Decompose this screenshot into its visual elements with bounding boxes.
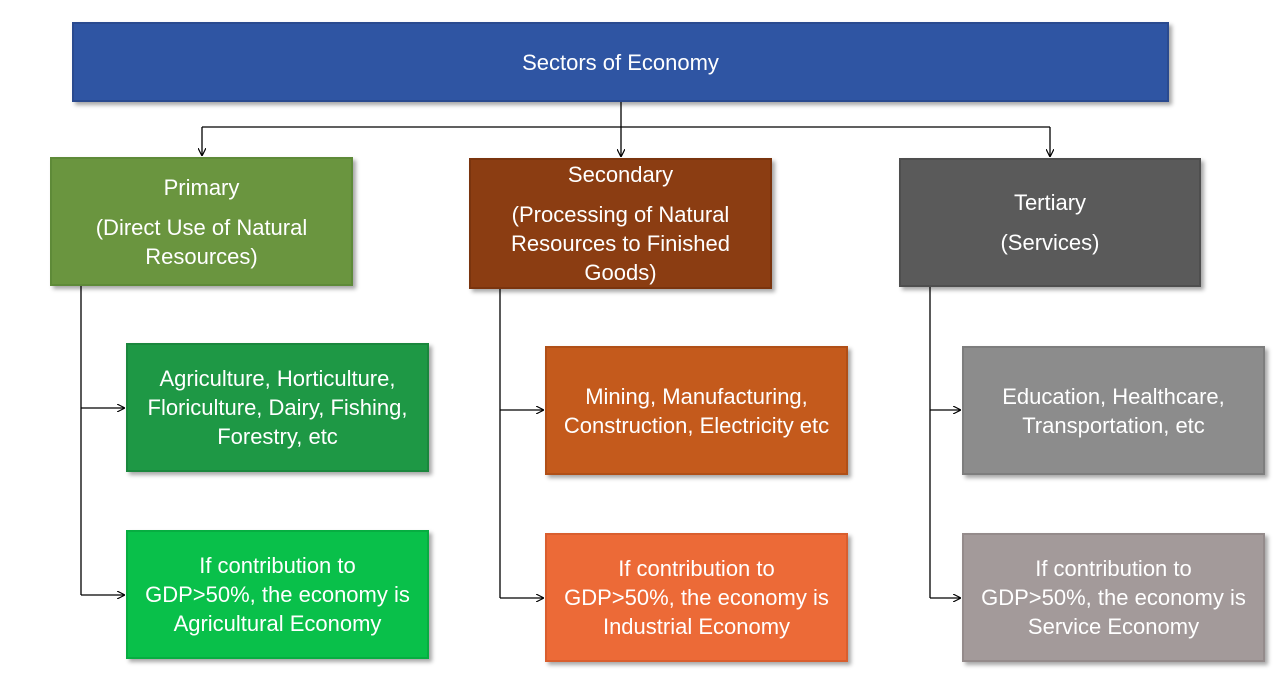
tertiary-economy-line-3: Service Economy (1027, 614, 1200, 639)
secondary-sector-name: Secondary (567, 162, 674, 187)
secondary-economy-line-1: If contribution to (618, 556, 775, 581)
primary-examples-line-3: Forestry, etc (217, 424, 338, 449)
primary-economy-line-2: GDP>50%, the economy is (145, 582, 410, 607)
primary-examples-line-1: Agriculture, Horticulture, (159, 366, 396, 391)
primary-economy-line-1: If contribution to (199, 553, 356, 578)
secondary-economy-line-2: GDP>50%, the economy is (564, 585, 829, 610)
tertiary-economy-line-1: If contribution to (1035, 556, 1192, 581)
secondary-economy-box: If contribution to GDP>50%, the economy … (545, 533, 848, 662)
secondary-examples-line-2: Construction, Electricity etc (563, 412, 830, 438)
primary-sector-box: Primary (Direct Use of Natural Resources… (50, 157, 353, 286)
tertiary-sector-name: Tertiary (1013, 190, 1087, 215)
tertiary-examples-line-1: Education, Healthcare, (1002, 383, 1225, 409)
tertiary-examples-line-2: Transportation, etc (1022, 412, 1205, 438)
secondary-description-line-2: Resources to Finished (511, 231, 730, 256)
primary-examples-box: Agriculture, Horticulture, Floriculture,… (126, 343, 429, 472)
title-text: Sectors of Economy (522, 49, 719, 75)
tertiary-economy-box: If contribution to GDP>50%, the economy … (962, 533, 1265, 662)
primary-economy-box: If contribution to GDP>50%, the economy … (126, 530, 429, 659)
tertiary-sector-box: Tertiary (Services) (899, 158, 1201, 287)
primary-examples-line-2: Floriculture, Dairy, Fishing, (147, 395, 408, 420)
tertiary-description-line-1: (Services) (1000, 230, 1100, 255)
secondary-economy-line-3: Industrial Economy (602, 614, 791, 639)
primary-description-line-2: Resources) (145, 243, 258, 269)
tertiary-examples-box: Education, Healthcare, Transportation, e… (962, 346, 1265, 475)
title-box: Sectors of Economy (72, 22, 1169, 102)
secondary-examples-line-1: Mining, Manufacturing, (585, 383, 808, 409)
tertiary-economy-line-2: GDP>50%, the economy is (981, 585, 1246, 610)
primary-sector-name: Primary (163, 174, 240, 200)
secondary-examples-box: Mining, Manufacturing, Construction, Ele… (545, 346, 848, 475)
secondary-description-line-1: (Processing of Natural (511, 202, 730, 227)
primary-economy-line-3: Agricultural Economy (173, 611, 382, 636)
primary-description-line-1: (Direct Use of Natural (95, 214, 308, 240)
secondary-sector-box: Secondary (Processing of Natural Resourc… (469, 158, 772, 289)
secondary-description-line-3: Goods) (584, 260, 657, 285)
